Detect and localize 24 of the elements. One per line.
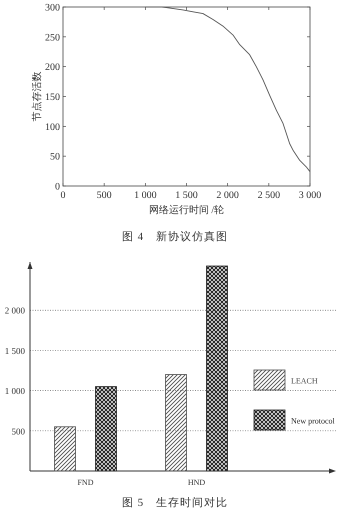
y-tick-label: 2 000 [4,306,26,316]
y-tick-label: 200 [45,62,60,74]
x-tick-label: 2 000 [216,190,239,201]
legend: LEACH New protocol [254,370,335,430]
caption: 图 4 新协议仿真图 [122,230,228,243]
x-tick-label: 1 500 [175,190,198,201]
y-tick-label: 1 500 [4,346,26,356]
x-axis-title: 网络运行时间 /轮 [148,204,224,216]
y-tick-label: 300 [45,2,60,14]
x-tick-label: 1 000 [134,190,157,201]
y-tick-label: 250 [45,32,60,44]
x-tick-label: FND [77,478,94,487]
x-tick-label: 3 000 [298,190,322,201]
y-tick-label: 0 [55,182,60,192]
caption: 图 5 生存时间对比 [122,496,228,509]
x-tick-label: 500 [96,190,112,201]
x-tick-label: 2 500 [258,190,280,201]
y-tick-label: 500 [12,426,26,436]
x-tick-label: HND [188,478,206,487]
y-tick-label: 1 000 [4,386,26,396]
y-tick-label: 50 [50,152,60,163]
y-tick-label: 100 [45,122,60,133]
y-axis-title: 节点存活数 [31,72,43,122]
y-tick-label: 150 [45,92,60,103]
